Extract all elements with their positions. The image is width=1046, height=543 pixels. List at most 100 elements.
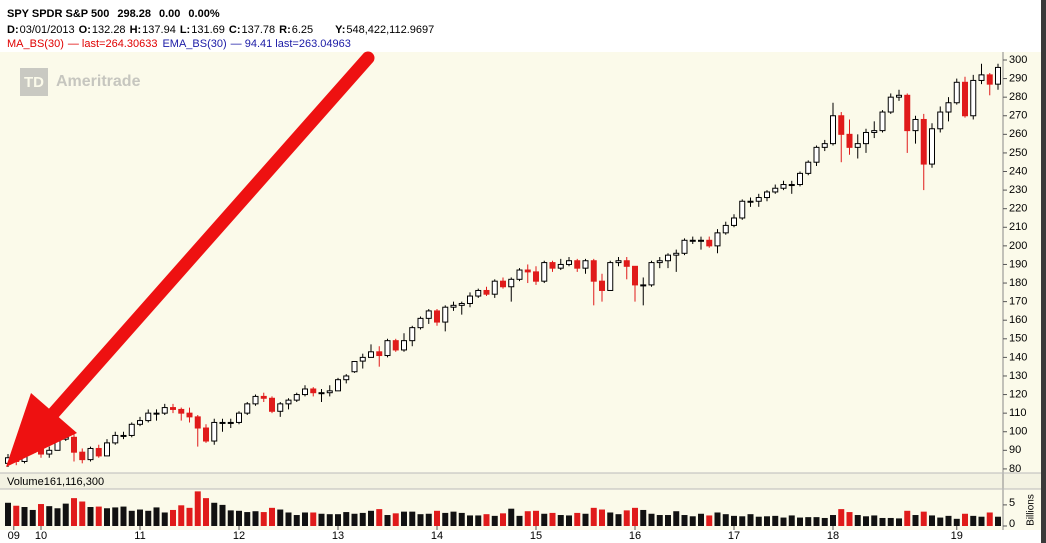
volume-bar [747, 514, 754, 526]
y-tick-label: 240 [1009, 165, 1027, 177]
candle-body [623, 260, 630, 267]
candle-body [79, 451, 86, 461]
y-tick-label: 290 [1009, 72, 1027, 84]
volume-bar [145, 510, 152, 526]
volume-bar [821, 517, 828, 526]
candle-body [640, 284, 647, 287]
candle-body [582, 260, 589, 269]
candle-body [945, 102, 952, 113]
candle-body [417, 317, 424, 329]
volume-bar [516, 515, 523, 526]
volume-bar [359, 512, 366, 526]
volume-bar [887, 517, 894, 526]
candle-body [483, 289, 490, 295]
candle-body [442, 306, 449, 323]
price-panel [0, 52, 1003, 473]
candle-body [590, 260, 597, 282]
candle-body [929, 128, 935, 165]
candle-body [541, 262, 548, 282]
volume-bar [929, 515, 935, 526]
volume-bar [607, 512, 614, 526]
volume-bar [384, 515, 391, 526]
volume-bar [681, 515, 688, 526]
volume-bar [615, 514, 622, 526]
volume-bar [104, 508, 110, 526]
volume-last: 161,116,300 [44, 476, 104, 488]
volume-bar [706, 515, 713, 526]
volume-bar [79, 501, 86, 526]
volume-bar [854, 515, 861, 526]
candle-body [219, 421, 226, 424]
volume-bar [632, 507, 638, 526]
volume-bar [500, 513, 506, 526]
readout-value: 137.94 [142, 24, 176, 36]
x-tick-label: 12 [233, 530, 245, 542]
candle-body [269, 397, 275, 412]
volume-bar [912, 515, 919, 526]
candle-body [458, 302, 465, 306]
x-tick-label: 11 [134, 530, 145, 542]
watermark: TD Ameritrade [20, 68, 141, 96]
volume-bar [409, 511, 416, 526]
candle-body [277, 403, 284, 412]
volume-bar [755, 516, 762, 526]
candle-body [368, 351, 374, 358]
volume-bar [995, 516, 1001, 526]
readout-value: 137.78 [241, 24, 275, 36]
candle-body [574, 260, 581, 269]
volume-bar [211, 502, 218, 526]
volume-bar [953, 518, 960, 526]
volume-bar [698, 513, 704, 526]
y-tick-label: 140 [1009, 351, 1027, 363]
symbol-title: SPY SPDR S&P 500 [7, 8, 109, 20]
volume-bar [896, 518, 902, 526]
watermark-text: Ameritrade [56, 73, 141, 90]
volume-bar [38, 504, 44, 526]
candle-body [937, 111, 944, 130]
candle-body [887, 96, 894, 113]
y-tick-label: 300 [1009, 54, 1027, 66]
volume-bar [541, 513, 548, 526]
candle-body [409, 327, 416, 342]
volume-bar [475, 515, 482, 526]
candle-body [904, 94, 911, 132]
volume-bar [401, 511, 407, 526]
readout-label: Y: [335, 24, 345, 36]
candle-body [813, 146, 820, 163]
readout-value: 03/01/2013 [20, 24, 75, 36]
candle-body [120, 434, 127, 437]
volume-bar [343, 512, 350, 526]
candle-body [145, 412, 152, 422]
candle-body [112, 434, 119, 444]
volume-bar [508, 508, 515, 526]
volume-bar [673, 511, 680, 526]
volume-bar [95, 506, 102, 526]
volume-tick-label: 5 [1009, 497, 1015, 509]
last-price: 298.28 [117, 8, 151, 20]
candle-body [549, 262, 556, 269]
volume-bar [648, 513, 655, 526]
volume-bar [252, 511, 259, 526]
y-tick-label: 180 [1009, 277, 1027, 289]
candle-body [491, 280, 498, 295]
readout-label: C: [229, 24, 241, 36]
candle-body [607, 262, 614, 291]
candle-body [599, 280, 605, 291]
candle-body [871, 130, 878, 133]
candle-body [978, 74, 985, 81]
candle-body [392, 340, 399, 351]
price-axis-panel [1003, 52, 1041, 473]
candle-body [335, 379, 341, 392]
volume-bar [830, 515, 836, 526]
y-tick-label: 80 [1009, 463, 1021, 475]
volume-bar [566, 515, 572, 526]
readout-label: R: [279, 24, 291, 36]
candle-body [896, 94, 902, 98]
x-tick-label: 09 [8, 530, 20, 542]
volume-bar [920, 511, 927, 526]
x-tick-label: 19 [951, 530, 963, 542]
candle-body [71, 436, 77, 453]
volume-bar [450, 511, 457, 526]
candle-body [615, 260, 622, 264]
volume-label: Volume [7, 476, 44, 488]
